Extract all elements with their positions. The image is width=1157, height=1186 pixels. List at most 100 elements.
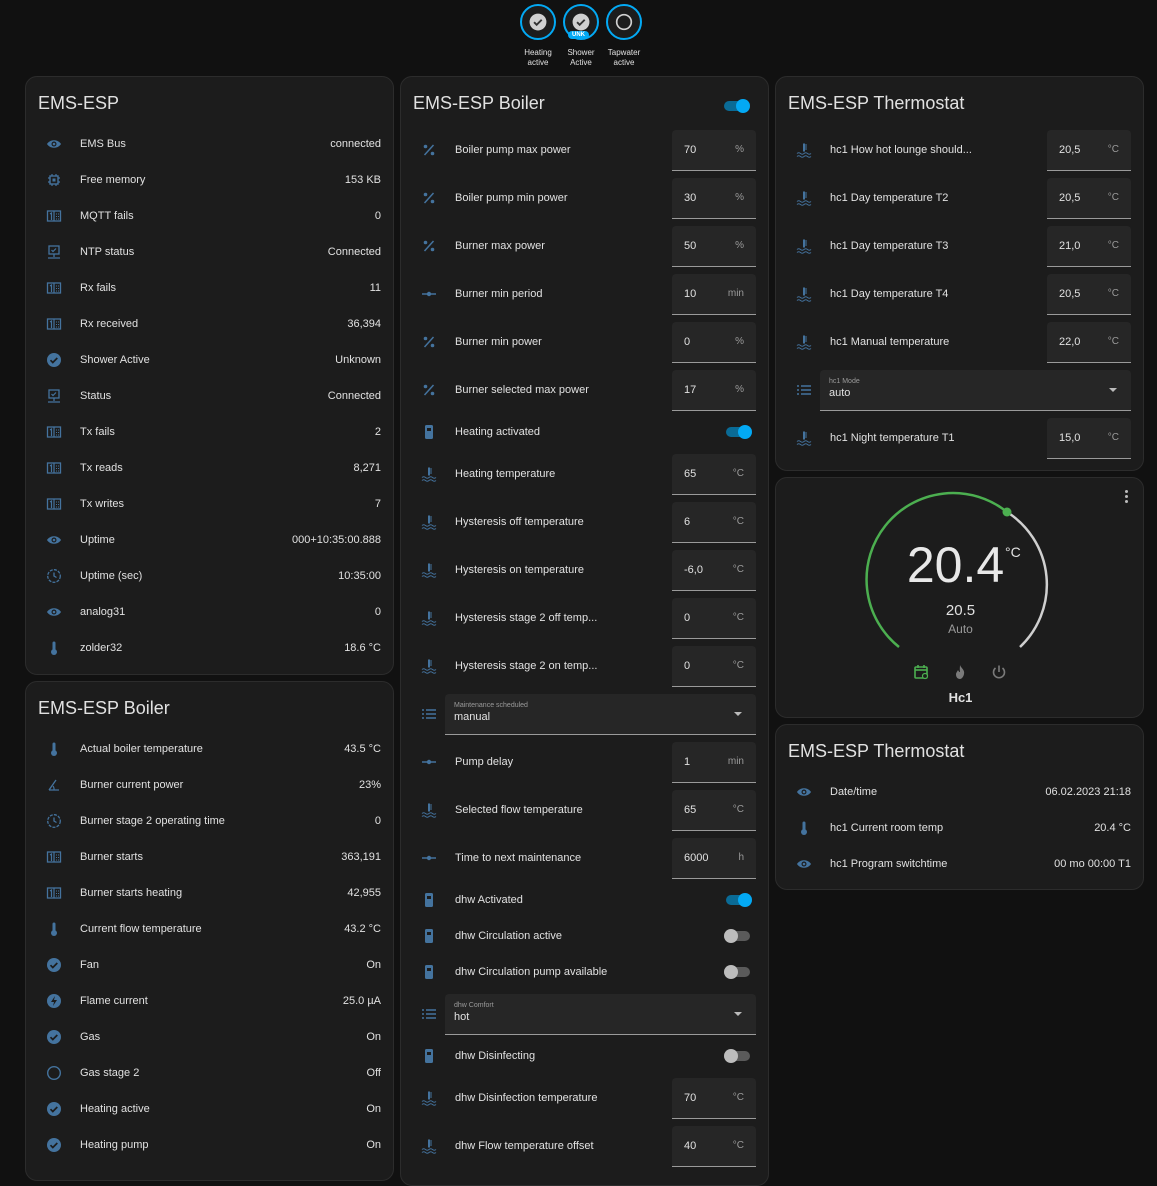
entity-row[interactable]: Burner current power 23% [26, 767, 393, 803]
entity-row[interactable]: hc1 Current room temp 20.4 °C [776, 810, 1143, 846]
entity-row[interactable]: Tx reads 8,271 [26, 450, 393, 486]
number-input[interactable]: 70 °C [672, 1077, 756, 1119]
entity-row[interactable]: Burner stage 2 operating time 0 [26, 803, 393, 839]
badge-heating[interactable]: Heating active [520, 4, 556, 68]
select-dropdown[interactable]: Maintenance scheduled manual [445, 693, 756, 735]
toggle-switch[interactable] [724, 1049, 752, 1063]
header-toggle[interactable] [722, 99, 750, 113]
entity-row[interactable]: Gas stage 2 Off [26, 1055, 393, 1091]
number-input[interactable]: 20,5 °C [1047, 177, 1131, 219]
input-value: 22,0 [1059, 335, 1081, 348]
number-input[interactable]: 17% [672, 369, 756, 411]
thermometer-icon [42, 636, 66, 660]
input-value: 15,0 [1059, 431, 1081, 444]
mode-off-button[interactable] [991, 664, 1007, 685]
entity-row[interactable]: Tx fails 2 [26, 414, 393, 450]
entity-row[interactable]: Uptime 000+10:35:00.888 [26, 522, 393, 558]
entity-row[interactable]: Heating active On [26, 1091, 393, 1127]
badge-label: Heating active [520, 48, 556, 68]
number-row: Hysteresis off temperature 6 °C [401, 498, 768, 546]
badge-tapwater[interactable]: Tapwater active [606, 4, 642, 68]
eye-icon [792, 852, 816, 876]
entity-row[interactable]: Free memory 153 KB [26, 162, 393, 198]
number-input[interactable]: 6 °C [672, 501, 756, 543]
entity-row[interactable]: Burner starts 363,191 [26, 839, 393, 875]
number-row: Burner selected max power 17% [401, 366, 768, 414]
select-row: Maintenance scheduled manual [401, 690, 768, 738]
number-input[interactable]: 15,0 °C [1047, 417, 1131, 459]
entity-name: Hysteresis on temperature [455, 564, 584, 576]
number-input[interactable]: 0 °C [672, 645, 756, 687]
entity-row[interactable]: Date/time 06.02.2023 21:18 [776, 774, 1143, 810]
toggle-switch[interactable] [724, 425, 752, 439]
entity-name: dhw Circulation active [455, 930, 562, 942]
number-input[interactable]: 20,5 °C [1047, 129, 1131, 171]
entity-row[interactable]: NTP status Connected [26, 234, 393, 270]
dial-handle[interactable] [1002, 507, 1012, 517]
entity-row[interactable]: Rx received 36,394 [26, 306, 393, 342]
entity-row[interactable]: Burner starts heating 42,955 [26, 875, 393, 911]
entity-row[interactable]: Heating pump On [26, 1127, 393, 1163]
toggle-switch[interactable] [724, 893, 752, 907]
toggle-switch[interactable] [724, 965, 752, 979]
number-input[interactable]: 21,0 °C [1047, 225, 1131, 267]
more-options-icon[interactable] [1125, 490, 1129, 503]
entity-row[interactable]: analog31 0 [26, 594, 393, 630]
input-value: 40 [684, 1139, 697, 1152]
entity-row[interactable]: Tx writes 7 [26, 486, 393, 522]
entity-state: 0 [374, 606, 381, 618]
entity-row[interactable]: hc1 Program switchtime 00 mo 00:00 T1 [776, 846, 1143, 882]
entity-name: Date/time [830, 786, 878, 798]
entity-row[interactable]: Current flow temperature 43.2 °C [26, 911, 393, 947]
number-input[interactable]: 6000 h [672, 837, 756, 879]
number-input[interactable]: 22,0 °C [1047, 321, 1131, 363]
number-input[interactable]: 50% [672, 225, 756, 267]
entity-row[interactable]: EMS Bus connected [26, 126, 393, 162]
select-dropdown[interactable]: hc1 Mode auto [820, 369, 1131, 411]
badge-shower[interactable]: UNK Shower Active [563, 4, 599, 68]
chevron-down-icon [734, 1011, 742, 1016]
number-input[interactable]: 10 min [672, 273, 756, 315]
entity-row[interactable]: zolder32 18.6 °C [26, 630, 393, 666]
entity-row[interactable]: Shower Active Unknown [26, 342, 393, 378]
entity-row[interactable]: MQTT fails 0 [26, 198, 393, 234]
number-input[interactable]: 65 °C [672, 789, 756, 831]
number-input[interactable]: -6,0 °C [672, 549, 756, 591]
temperature-dial[interactable] [776, 478, 1144, 718]
dial-track-remaining [1006, 510, 1049, 648]
entity-name: hc1 How hot lounge should... [830, 144, 972, 156]
number-input[interactable]: 70% [672, 129, 756, 171]
toggle-switch[interactable] [724, 929, 752, 943]
check-circle-icon [42, 1025, 66, 1049]
mode-heat-button[interactable] [952, 664, 968, 685]
number-input[interactable]: 0 °C [672, 597, 756, 639]
number-row: Time to next maintenance 6000 h [401, 834, 768, 882]
percent-icon [417, 138, 441, 162]
number-input[interactable]: 65 °C [672, 453, 756, 495]
entity-row[interactable]: Gas On [26, 1019, 393, 1055]
number-input[interactable]: 40 °C [672, 1125, 756, 1167]
input-value: 20,5 [1059, 143, 1081, 156]
number-input[interactable]: 0% [672, 321, 756, 363]
number-input[interactable]: 20,5 °C [1047, 273, 1131, 315]
entity-name: dhw Circulation pump available [455, 966, 608, 978]
input-unit: °C [732, 468, 744, 479]
power-icon [992, 665, 1006, 679]
number-input[interactable]: 1 min [672, 741, 756, 783]
entity-row[interactable]: Status Connected [26, 378, 393, 414]
input-unit: °C [732, 804, 744, 815]
input-value: 0 [684, 335, 691, 348]
entity-row[interactable]: Fan On [26, 947, 393, 983]
select-dropdown[interactable]: dhw Comfort hot [445, 993, 756, 1035]
entity-row[interactable]: Actual boiler temperature 43.5 °C [26, 731, 393, 767]
number-input[interactable]: 30% [672, 177, 756, 219]
entity-state: 18.6 °C [344, 642, 381, 654]
toggle-row: Heating activated [401, 414, 768, 450]
entity-row[interactable]: Flame current 25.0 µA [26, 983, 393, 1019]
boiler-sensors-card: EMS-ESP Boiler Actual boiler temperature… [25, 681, 394, 1181]
entity-row[interactable]: Uptime (sec) 10:35:00 [26, 558, 393, 594]
input-unit: % [735, 384, 744, 395]
entity-row[interactable]: Rx fails 11 [26, 270, 393, 306]
mode-auto-button[interactable] [913, 664, 929, 685]
input-unit: °C [1107, 288, 1119, 299]
